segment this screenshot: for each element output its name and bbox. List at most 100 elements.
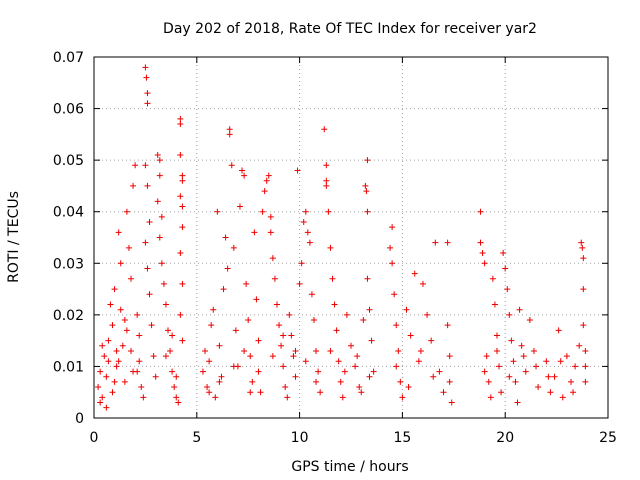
data-point xyxy=(230,244,237,251)
data-point xyxy=(179,172,186,179)
y-tick-label: 0.05 xyxy=(53,153,84,169)
data-point xyxy=(125,244,132,251)
y-axis-ticks: 0 0.01 0.02 0.03 0.04 0.05 0.06 0.07 xyxy=(53,50,608,427)
data-point xyxy=(415,358,422,365)
data-point xyxy=(143,74,150,81)
data-point xyxy=(144,265,151,272)
data-point xyxy=(315,368,322,375)
data-point xyxy=(323,162,330,169)
data-point xyxy=(290,353,297,360)
data-point xyxy=(117,306,124,313)
data-point xyxy=(204,384,211,391)
data-point xyxy=(551,373,558,380)
data-point xyxy=(146,219,153,226)
data-point xyxy=(518,342,525,349)
data-point xyxy=(479,249,486,256)
data-point xyxy=(510,358,517,365)
data-point xyxy=(156,234,163,241)
chart-title: Day 202 of 2018, Rate Of TEC Index for r… xyxy=(163,21,537,37)
data-point xyxy=(179,224,186,231)
data-point xyxy=(142,64,149,71)
data-point xyxy=(241,347,248,354)
data-point xyxy=(263,177,270,184)
data-point xyxy=(280,363,287,370)
data-point xyxy=(259,208,266,215)
data-point xyxy=(389,260,396,267)
data-point xyxy=(286,311,293,318)
data-point xyxy=(236,203,243,210)
data-point xyxy=(142,239,149,246)
x-tick-label: 5 xyxy=(192,430,201,446)
data-point xyxy=(313,347,320,354)
data-point xyxy=(308,291,315,298)
data-point xyxy=(107,301,114,308)
data-point xyxy=(535,384,542,391)
data-point xyxy=(156,172,163,179)
data-point xyxy=(317,389,324,396)
data-point xyxy=(105,337,112,344)
data-point xyxy=(253,296,260,303)
data-point xyxy=(522,368,529,375)
data-point xyxy=(446,378,453,385)
data-point xyxy=(498,389,505,396)
data-point xyxy=(216,378,223,385)
data-point xyxy=(533,363,540,370)
data-point xyxy=(411,270,418,277)
data-point xyxy=(389,224,396,231)
data-point xyxy=(144,182,151,189)
data-point xyxy=(329,275,336,282)
data-point xyxy=(226,126,233,133)
data-point xyxy=(354,353,361,360)
data-point xyxy=(496,363,503,370)
data-point xyxy=(304,229,311,236)
data-point xyxy=(333,327,340,334)
data-point xyxy=(530,347,537,354)
data-point xyxy=(393,363,400,370)
data-point xyxy=(230,363,237,370)
data-point xyxy=(487,394,494,401)
y-tick-label: 0 xyxy=(75,411,84,427)
data-point xyxy=(368,337,375,344)
y-tick-label: 0.04 xyxy=(53,205,84,221)
y-tick-label: 0.03 xyxy=(53,256,84,272)
data-point xyxy=(165,327,172,334)
data-point xyxy=(103,373,110,380)
data-point xyxy=(323,177,330,184)
data-point xyxy=(370,368,377,375)
data-point xyxy=(284,394,291,401)
data-point xyxy=(136,332,143,339)
data-point xyxy=(444,322,451,329)
data-point xyxy=(555,327,562,334)
data-point xyxy=(493,347,500,354)
data-point xyxy=(302,208,309,215)
data-point xyxy=(512,378,519,385)
x-tick-label: 0 xyxy=(90,430,99,446)
data-point xyxy=(407,332,414,339)
data-point xyxy=(276,322,283,329)
data-point xyxy=(491,301,498,308)
data-point xyxy=(504,286,511,293)
data-point xyxy=(582,363,589,370)
data-point xyxy=(206,358,213,365)
y-axis-label: ROTI / TECUs xyxy=(6,191,22,283)
data-point xyxy=(557,358,564,365)
data-point xyxy=(440,389,447,396)
data-point xyxy=(175,399,182,406)
data-point xyxy=(446,353,453,360)
data-point xyxy=(327,244,334,251)
data-point xyxy=(563,353,570,360)
data-point xyxy=(115,229,122,236)
data-point xyxy=(436,368,443,375)
data-point xyxy=(485,378,492,385)
data-point xyxy=(138,384,145,391)
data-point xyxy=(358,389,365,396)
data-point xyxy=(97,368,104,375)
data-point xyxy=(477,239,484,246)
data-point xyxy=(169,368,176,375)
data-point xyxy=(292,373,299,380)
data-point xyxy=(514,399,521,406)
x-tick-label: 10 xyxy=(291,430,309,446)
data-point xyxy=(489,275,496,282)
x-tick-label: 20 xyxy=(496,430,514,446)
x-tick-label: 25 xyxy=(599,430,617,446)
